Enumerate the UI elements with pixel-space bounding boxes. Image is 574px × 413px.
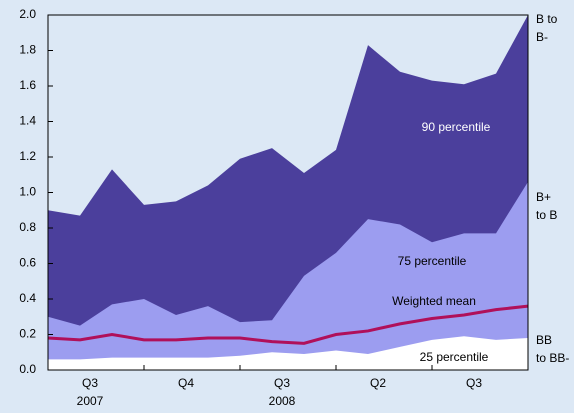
y-tick-label: 1.4 [19, 114, 36, 128]
x-tick-label: Q2 [370, 376, 386, 390]
x-year-label: 2008 [269, 394, 296, 408]
y-tick-label: 0.4 [19, 291, 36, 305]
rating-label: B+ [536, 190, 551, 204]
rating-label: to BB- [536, 351, 569, 365]
rating-label: B- [536, 30, 548, 44]
rating-label: to B [536, 208, 557, 222]
rating-label: B to [536, 12, 558, 26]
mean-line [47, 304, 529, 345]
x-tick-label: Q3 [466, 376, 482, 390]
x-tick-label: Q3 [82, 376, 98, 390]
y-tick-label: 1.2 [19, 149, 36, 163]
y-tick-label: 0.0 [19, 362, 36, 376]
series-label: Weighted mean [392, 294, 476, 308]
y-tick-label: 1.6 [19, 78, 36, 92]
rating-label: BB [536, 333, 552, 347]
y-tick-label: 1.0 [19, 185, 36, 199]
series-label: 90 percentile [422, 120, 491, 134]
y-tick-label: 0.8 [19, 220, 36, 234]
x-year-label: 2007 [77, 394, 104, 408]
y-tick-label: 0.6 [19, 256, 36, 270]
series-label: 25 percentile [420, 350, 489, 364]
x-tick-label: Q4 [178, 376, 194, 390]
y-tick-label: 0.2 [19, 327, 36, 341]
y-tick-label: 2.0 [19, 7, 36, 21]
x-tick-label: Q3 [274, 376, 290, 390]
series-label: 75 percentile [398, 254, 467, 268]
percentile-area [48, 336, 528, 370]
y-tick-label: 1.8 [19, 43, 36, 57]
